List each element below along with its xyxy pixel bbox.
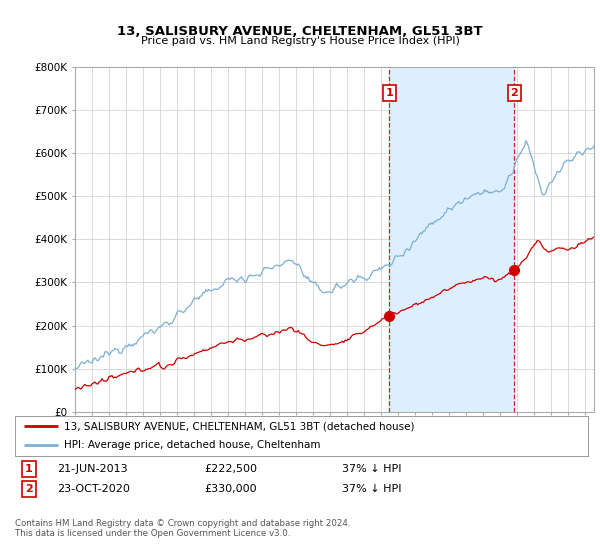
Text: This data is licensed under the Open Government Licence v3.0.: This data is licensed under the Open Gov… [15,529,290,538]
Text: 37% ↓ HPI: 37% ↓ HPI [342,464,401,474]
Text: 2: 2 [511,88,518,98]
Text: £330,000: £330,000 [204,484,257,494]
Text: 1: 1 [385,88,393,98]
Text: 2: 2 [25,484,32,494]
Text: 13, SALISBURY AVENUE, CHELTENHAM, GL51 3BT (detached house): 13, SALISBURY AVENUE, CHELTENHAM, GL51 3… [64,421,414,431]
Text: 21-JUN-2013: 21-JUN-2013 [57,464,128,474]
Text: 13, SALISBURY AVENUE, CHELTENHAM, GL51 3BT: 13, SALISBURY AVENUE, CHELTENHAM, GL51 3… [117,25,483,38]
Text: £222,500: £222,500 [204,464,257,474]
Text: Price paid vs. HM Land Registry's House Price Index (HPI): Price paid vs. HM Land Registry's House … [140,36,460,46]
Text: 1: 1 [25,464,32,474]
Text: 37% ↓ HPI: 37% ↓ HPI [342,484,401,494]
Text: HPI: Average price, detached house, Cheltenham: HPI: Average price, detached house, Chel… [64,440,320,450]
Text: 23-OCT-2020: 23-OCT-2020 [57,484,130,494]
Text: Contains HM Land Registry data © Crown copyright and database right 2024.: Contains HM Land Registry data © Crown c… [15,519,350,528]
Bar [389,67,514,412]
